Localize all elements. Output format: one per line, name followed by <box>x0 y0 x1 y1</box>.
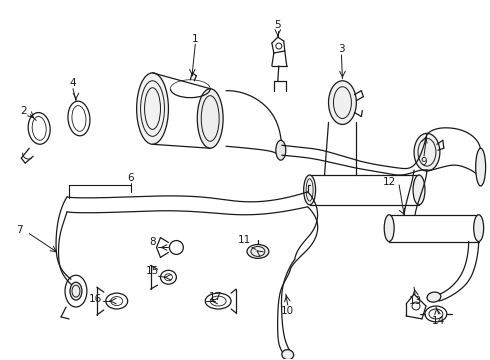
Ellipse shape <box>304 175 316 205</box>
Ellipse shape <box>282 350 294 360</box>
Ellipse shape <box>68 101 90 136</box>
Text: 1: 1 <box>192 34 198 44</box>
Text: 17: 17 <box>209 292 222 302</box>
Text: 10: 10 <box>281 306 294 316</box>
Ellipse shape <box>28 113 50 144</box>
Text: 4: 4 <box>70 78 76 88</box>
Ellipse shape <box>276 43 282 49</box>
Ellipse shape <box>414 133 440 171</box>
Ellipse shape <box>328 81 356 125</box>
Text: 16: 16 <box>89 294 102 304</box>
Ellipse shape <box>427 292 441 302</box>
Text: 8: 8 <box>149 237 156 247</box>
Text: 11: 11 <box>237 234 250 244</box>
Ellipse shape <box>247 244 269 258</box>
Ellipse shape <box>384 215 394 242</box>
Ellipse shape <box>413 175 425 205</box>
Text: 9: 9 <box>421 157 427 167</box>
Ellipse shape <box>474 215 484 242</box>
Text: 15: 15 <box>146 266 159 276</box>
Ellipse shape <box>70 282 82 300</box>
Ellipse shape <box>197 89 223 148</box>
Text: 13: 13 <box>408 296 422 306</box>
Ellipse shape <box>276 140 286 160</box>
Ellipse shape <box>137 73 169 144</box>
Text: 6: 6 <box>127 173 134 183</box>
Text: 5: 5 <box>274 20 281 30</box>
Text: 2: 2 <box>20 105 26 116</box>
Text: 14: 14 <box>432 316 445 326</box>
Text: 12: 12 <box>383 177 396 187</box>
Ellipse shape <box>412 302 420 310</box>
Ellipse shape <box>476 148 486 186</box>
Text: 3: 3 <box>338 44 345 54</box>
Text: 7: 7 <box>16 225 23 235</box>
